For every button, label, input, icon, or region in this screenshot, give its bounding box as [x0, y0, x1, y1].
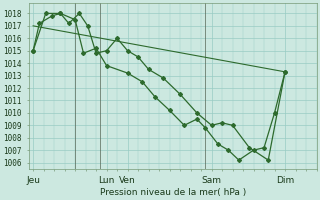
X-axis label: Pression niveau de la mer( hPa ): Pression niveau de la mer( hPa ) — [100, 188, 246, 197]
